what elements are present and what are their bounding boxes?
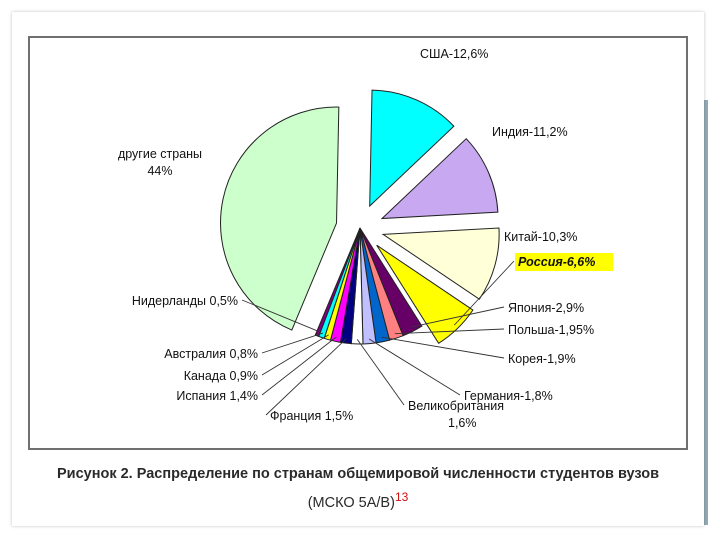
leader-line-11 [261, 336, 337, 396]
slice-label-китай-10-3: Китай-10,3% [504, 230, 577, 244]
leader-line-9 [356, 339, 405, 406]
pie-chart: США-12,6% Индия-11,2% Китай-10,3% Россия-6,… [118, 47, 613, 430]
leader-line-5 [410, 306, 505, 328]
leader-line-12 [261, 334, 329, 376]
slice-label-германия-1-8: Германия-1,8% [464, 389, 553, 403]
leader-line-10 [265, 338, 347, 416]
footnote-marker: 13 [394, 490, 409, 504]
leader-line-4 [453, 260, 515, 326]
figure-caption-subtitle: (МСКО 5А/В)13 [12, 490, 704, 511]
slice-label-индия-11-2: Индия-11,2% [492, 125, 568, 139]
caption-classification: (МСКО 5А/В) [307, 494, 395, 511]
leader-line-7 [381, 336, 505, 359]
slice-label-нидерланды-0-5: Нидерланды 0,5% [132, 294, 238, 308]
slice-label-австралия-0-8: Австралия 0,8% [164, 347, 258, 361]
slice-label-япония-2-9: Япония-2,9% [508, 301, 584, 315]
leader-line-8 [368, 338, 461, 396]
figure-caption: Рисунок 2. Распределение по странам обще… [56, 466, 660, 482]
slice-label-корея-1-9: Корея-1,9% [508, 352, 576, 366]
slice-label-сша-12-6: США-12,6% [420, 47, 488, 61]
slice-label-россия-6-6: Россия-6,6% [518, 255, 595, 269]
leader-line-14 [241, 299, 319, 332]
pie-slice-14 [314, 227, 361, 338]
leader-line-13 [261, 332, 324, 354]
slice-label-испания-1-4: Испания 1,4% [176, 389, 258, 403]
pie-slice-2 [380, 137, 499, 220]
slice-label-франция-1-5: Франция 1,5% [270, 409, 353, 423]
pie-slice-1 [369, 89, 455, 208]
highlight-background [515, 253, 613, 271]
pie-slice-15 [220, 106, 340, 331]
slice-label-великобритания-1-6: Великобритания 1,6% [408, 399, 504, 430]
slice-label-другие-страны-44: другие страны 44% [118, 147, 202, 178]
chart-frame: США-12,6% Индия-11,2% Китай-10,3% Россия-6,… [28, 36, 688, 450]
leader-line-6 [394, 328, 505, 335]
slice-label-канада-0-9: Канада 0,9% [184, 369, 258, 383]
slice-label-польша-1-95: Польша-1,95% [508, 323, 594, 337]
